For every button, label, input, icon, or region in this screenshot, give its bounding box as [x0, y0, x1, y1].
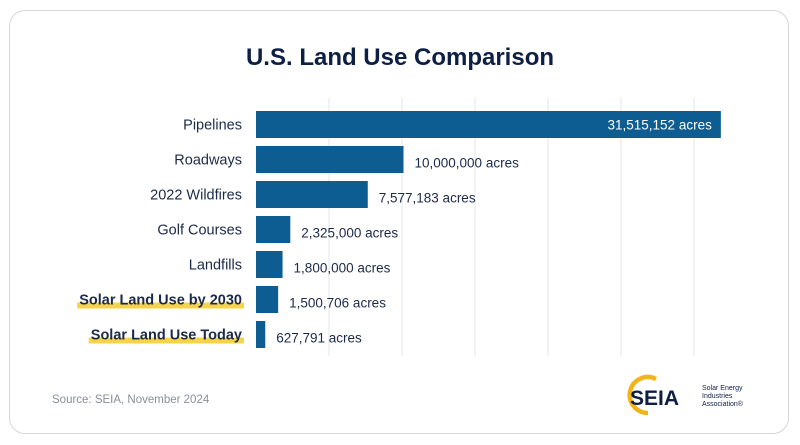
- category-label: Pipelines: [183, 118, 242, 134]
- value-label: 627,791 acres: [276, 331, 362, 346]
- value-labels: 31,515,152 acres 10,000,000 acres 7,577,18…: [276, 118, 712, 346]
- value-label: 1,500,706 acres: [289, 296, 386, 311]
- category-label: Solar Land Use Today: [91, 328, 242, 344]
- category-label: Landfills: [189, 258, 242, 274]
- logo-wordmark: SEIA: [630, 387, 679, 410]
- bar: [256, 216, 291, 243]
- bar: [256, 321, 266, 348]
- value-label: 1,800,000 acres: [294, 261, 391, 276]
- chart-title: U.S. Land Use Comparison: [245, 44, 555, 71]
- logo-tagline-3: Association®: [702, 400, 744, 408]
- highlight-underline: [77, 302, 244, 309]
- category-labels: Pipelines Roadways 2022 Wildfires Golf Cour…: [77, 118, 244, 344]
- bar: [256, 286, 279, 313]
- grid-lines: [328, 98, 695, 356]
- sun-arc-icon: [627, 374, 658, 416]
- bar: [256, 146, 404, 173]
- value-label: 10,000,000 acres: [415, 156, 520, 171]
- bar: [256, 181, 368, 208]
- category-label: 2022 Wildfires: [150, 188, 242, 204]
- value-label: 2,325,000 acres: [301, 226, 398, 241]
- value-label: 7,577,183 acres: [379, 191, 476, 206]
- highlight-underline: [88, 337, 244, 344]
- category-label: Solar Land Use by 2030: [79, 293, 242, 309]
- logo-tagline-2: Industries: [702, 393, 733, 400]
- seia-logo: SEIA Solar Energy Industries Association…: [627, 374, 744, 416]
- logo-tagline-1: Solar Energy: [702, 385, 743, 392]
- bar: [256, 111, 721, 138]
- bar: [256, 251, 283, 278]
- chart-card: [9, 10, 789, 434]
- source-note: Source: SEIA, November 2024: [52, 394, 210, 406]
- category-label: Roadways: [174, 153, 242, 169]
- bars-group: [256, 111, 721, 348]
- value-label: 31,515,152 acres: [608, 118, 713, 133]
- category-label: Golf Courses: [157, 223, 242, 239]
